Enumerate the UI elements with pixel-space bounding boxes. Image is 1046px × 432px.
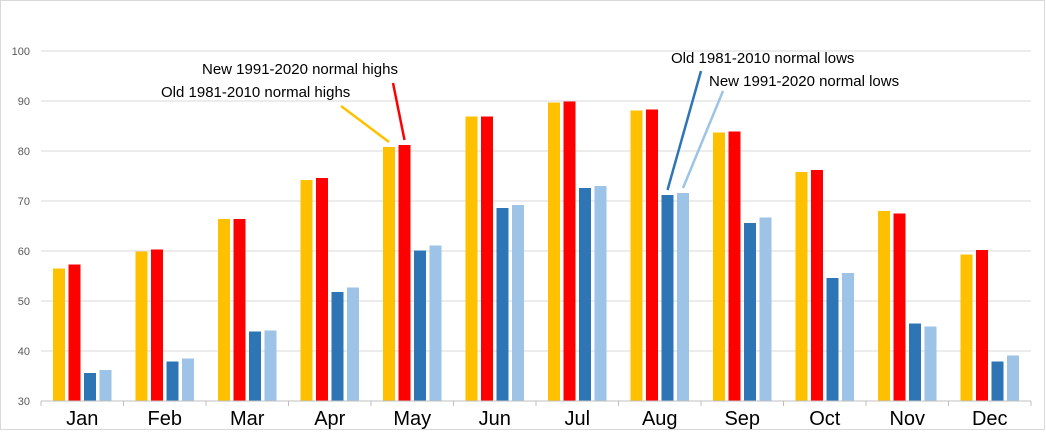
bars <box>53 101 1019 401</box>
bar-feb-series-0 <box>135 251 148 401</box>
category-label: Jun <box>479 408 511 430</box>
y-tick-label: 60 <box>18 246 30 258</box>
bar-sep-series-3 <box>759 217 772 401</box>
bar-jul-series-0 <box>548 102 560 401</box>
category-label: Feb <box>148 408 182 430</box>
bar-apr-series-1 <box>316 178 328 401</box>
gridlines <box>41 50 1031 352</box>
y-tick-label: 50 <box>18 296 30 308</box>
bar-jan-series-0 <box>53 268 65 401</box>
bar-oct-series-2 <box>826 278 839 401</box>
y-tick-label: 30 <box>18 396 30 408</box>
category-label: Mar <box>230 408 265 430</box>
category-label: Jul <box>564 408 590 430</box>
bar-dec-series-2 <box>991 361 1004 401</box>
bar-mar-series-0 <box>218 219 230 401</box>
bar-may-series-3 <box>429 245 442 401</box>
bar-may-series-2 <box>414 250 426 401</box>
annotation-label: Old 1981-2010 normal highs <box>161 84 350 101</box>
bar-feb-series-1 <box>151 249 163 401</box>
bar-oct-series-3 <box>842 273 854 401</box>
annotation-leader-line <box>681 90 725 189</box>
bar-may-series-0 <box>383 147 395 401</box>
annotations: New 1991-2020 normal highs Old 1981-2010 … <box>161 50 899 191</box>
annotation-leader-line <box>340 105 390 143</box>
bar-jan-series-3 <box>99 370 112 401</box>
bar-jul-series-2 <box>579 188 591 401</box>
bar-jun-series-1 <box>481 116 493 401</box>
bar-jul-series-3 <box>594 186 607 401</box>
bar-apr-series-0 <box>300 180 313 401</box>
bar-aug-series-0 <box>630 110 643 401</box>
category-label: Jan <box>66 408 98 430</box>
y-tick-label: 70 <box>18 196 30 208</box>
bar-mar-series-1 <box>233 219 246 401</box>
bar-feb-series-3 <box>182 358 194 401</box>
annotation-leader-line <box>391 82 406 141</box>
bar-jul-series-1 <box>563 101 576 401</box>
bar-apr-series-3 <box>347 287 359 401</box>
bar-apr-series-2 <box>331 292 344 401</box>
x-axis <box>40 400 1032 406</box>
category-label: May <box>393 408 431 430</box>
bar-mar-series-3 <box>264 330 277 401</box>
bar-sep-series-2 <box>744 223 756 401</box>
annotation-label: New 1991-2020 normal lows <box>709 73 899 90</box>
bar-nov-series-0 <box>878 211 890 401</box>
annotation-label: New 1991-2020 normal highs <box>202 61 398 78</box>
bar-jan-series-2 <box>84 373 96 401</box>
annotation-label: Old 1981-2010 normal lows <box>671 50 854 67</box>
bar-aug-series-2 <box>661 195 674 401</box>
bar-jun-series-2 <box>496 208 509 401</box>
x-axis-category-labels: Jan Feb Mar Apr May Jun Jul Aug Sep Oct Nov Dec <box>66 408 1007 430</box>
bar-dec-series-3 <box>1007 355 1019 401</box>
bar-sep-series-1 <box>728 131 741 401</box>
bar-aug-series-3 <box>677 193 689 401</box>
y-tick-label: 90 <box>18 96 30 108</box>
bar-may-series-1 <box>398 145 411 401</box>
y-axis-tick-labels: 30 40 50 60 70 80 90 100 <box>12 46 30 408</box>
bar-aug-series-1 <box>646 109 658 401</box>
category-label: Dec <box>972 408 1008 430</box>
bar-jun-series-0 <box>465 116 478 401</box>
category-label: Nov <box>889 408 925 430</box>
bar-sep-series-0 <box>713 132 725 401</box>
y-tick-label: 100 <box>12 46 30 58</box>
bar-jan-series-1 <box>68 264 81 401</box>
y-tick-label: 80 <box>18 146 30 158</box>
annotation-leader-line <box>666 70 703 191</box>
category-label: Apr <box>314 408 345 430</box>
bar-dec-series-0 <box>960 254 973 401</box>
bar-dec-series-1 <box>976 250 988 401</box>
category-label: Oct <box>809 408 841 430</box>
bar-oct-series-0 <box>795 172 808 401</box>
bar-feb-series-2 <box>166 361 179 401</box>
bar-oct-series-1 <box>811 170 823 401</box>
category-label: Sep <box>724 408 760 430</box>
bar-jun-series-3 <box>512 205 524 401</box>
bar-mar-series-2 <box>249 331 261 401</box>
y-tick-label: 40 <box>18 346 30 358</box>
bar-nov-series-2 <box>909 323 921 401</box>
bar-nov-series-1 <box>893 213 906 401</box>
bar-nov-series-3 <box>924 326 937 401</box>
category-label: Aug <box>642 408 678 430</box>
